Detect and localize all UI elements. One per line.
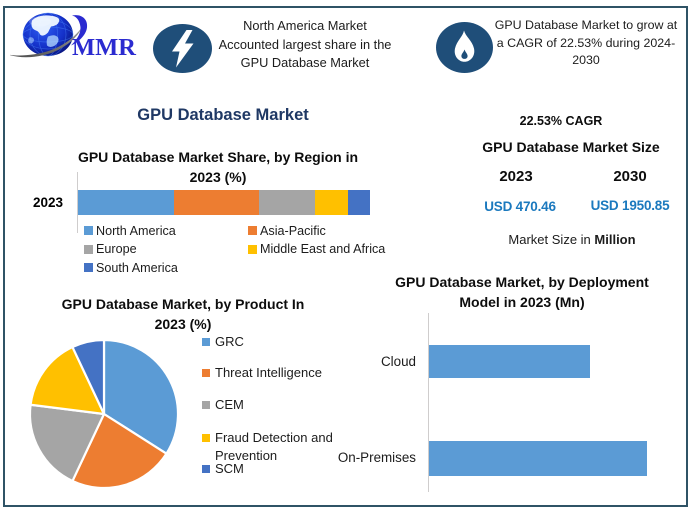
pie-legend-item: Fraud Detection and Prevention	[202, 429, 387, 465]
region-chart-title: GPU Database Market Share, by Region in …	[77, 149, 359, 185]
legend-label: Middle East and Africa	[260, 242, 386, 256]
header-note-right: GPU Database Market to grow at a CAGR of…	[486, 17, 686, 70]
pie-chart-title: GPU Database Market, by Product In 2023 …	[61, 296, 305, 332]
region-bar-segment-0	[78, 190, 175, 215]
pie-slice-4	[71, 338, 106, 416]
pie-legend-item: CEM	[202, 396, 387, 414]
lightning-icon	[153, 24, 212, 73]
globe-icon: MMR	[8, 12, 136, 61]
legend-swatch-icon	[202, 401, 210, 409]
deployment-chart-y-axis	[428, 313, 429, 492]
pie-legend-item: Threat Intelligence	[202, 364, 387, 382]
market-size-value-2023: USD 470.46	[484, 198, 556, 214]
legend-label: SCM	[215, 460, 244, 476]
lightning-badge	[153, 24, 212, 73]
region-legend-item: Asia-Pacific	[248, 224, 326, 238]
header-note-left-text: North America Market Accounted largest s…	[218, 18, 392, 70]
region-bar-segment-1	[174, 190, 260, 215]
region-stacked-bar	[78, 190, 370, 215]
mmr-logo-text: MMR	[72, 34, 136, 61]
deployment-bar-cloud	[429, 345, 591, 378]
pie-legend-item: SCM	[202, 460, 387, 478]
pie-slice-3	[29, 345, 106, 416]
legend-swatch-icon	[84, 244, 93, 254]
market-size-footnote: Market Size in Million	[472, 232, 672, 247]
flame-icon	[436, 22, 493, 73]
market-size-title: GPU Database Market Size	[482, 139, 660, 155]
header-note-left: North America Market Accounted largest s…	[205, 17, 405, 73]
legend-label: Threat Intelligence	[215, 364, 322, 380]
region-bar-segment-4	[348, 190, 370, 215]
legend-label: South America	[96, 260, 178, 275]
legend-label: Fraud Detection and Prevention	[215, 429, 333, 463]
legend-label: North America	[96, 223, 176, 238]
header-note-right-text: GPU Database Market to grow at a CAGR of…	[494, 18, 678, 68]
region-chart-y-axis	[77, 172, 78, 233]
legend-swatch-icon	[202, 464, 210, 473]
deployment-chart-title: GPU Database Market, by Deployment Model…	[395, 274, 649, 310]
legend-label: CEM	[215, 397, 244, 412]
region-bar-segment-3	[314, 190, 349, 215]
market-size-footnote-prefix: Market Size in	[508, 232, 595, 247]
legend-swatch-icon	[248, 244, 257, 254]
flame-badge	[436, 22, 493, 73]
region-legend-item: North America	[84, 224, 176, 238]
legend-swatch-icon	[202, 368, 210, 377]
region-legend-item: South America	[84, 261, 178, 275]
legend-swatch-icon	[202, 337, 210, 346]
region-chart-category-label: 2023	[32, 194, 63, 210]
page-title: GPU Database Market	[137, 106, 309, 124]
legend-swatch-icon	[84, 263, 93, 272]
region-bar-segment-2	[259, 190, 315, 215]
legend-swatch-icon	[202, 433, 210, 442]
pie-slice-2	[28, 403, 106, 483]
region-legend-item: Europe	[84, 242, 137, 256]
market-size-year-2023: 2023	[499, 168, 533, 185]
deployment-category-label: On-Premises	[337, 450, 416, 465]
market-size-year-2030: 2030	[613, 168, 647, 185]
legend-label: Asia-Pacific	[260, 223, 326, 238]
legend-label: GRC	[215, 333, 244, 349]
legend-label: Europe	[96, 242, 137, 256]
market-size-footnote-unit: Million	[594, 232, 636, 247]
deployment-bar-on-premises	[429, 441, 647, 476]
legend-swatch-icon	[84, 226, 93, 235]
market-size-value-2030: USD 1950.85	[590, 197, 670, 213]
pie-legend-item: GRC	[202, 333, 387, 351]
cagr-headline: 22.53% CAGR	[519, 114, 603, 128]
region-legend-item: Middle East and Africa	[248, 242, 385, 256]
product-pie-chart	[28, 338, 180, 490]
deployment-category-label: Cloud	[381, 353, 416, 369]
legend-swatch-icon	[248, 226, 257, 235]
mmr-logo: MMR	[8, 8, 142, 64]
